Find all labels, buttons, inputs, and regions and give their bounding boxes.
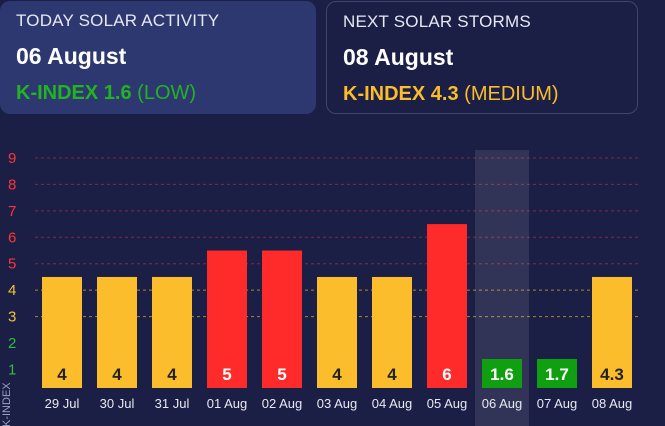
y-tick-label: 1 xyxy=(8,361,16,378)
y-tick-label: 5 xyxy=(8,256,16,273)
y-tick-label: 9 xyxy=(8,150,16,167)
y-tick-label: 8 xyxy=(8,176,16,193)
x-tick-label: 07 Aug xyxy=(537,396,578,411)
bar-value-label: 5 xyxy=(222,365,231,384)
bar-29-jul[interactable] xyxy=(42,276,82,388)
bar-08-aug[interactable] xyxy=(592,276,632,388)
today-heading: TODAY SOLAR ACTIVITY xyxy=(16,11,220,30)
y-tick-label: 7 xyxy=(8,203,16,220)
y-tick-label: 6 xyxy=(8,229,16,246)
kindex-bar-chart: 1 2 3 4 5 6 7 8 9 K-INDEX 4 29 Jul 4 30 Jul 4 31 Jul 5 01… xyxy=(1,150,640,426)
next-storms-card: NEXT SOLAR STORMS 08 August K-INDEX 4.3 … xyxy=(326,1,638,114)
bar-05-aug[interactable] xyxy=(427,224,467,388)
bar-value-label: 1.6 xyxy=(490,365,514,384)
bar-value-label: 4.3 xyxy=(600,365,624,384)
x-tick-label: 02 Aug xyxy=(262,396,303,411)
x-tick-label: 08 Aug xyxy=(592,396,633,411)
bar-06-aug[interactable] xyxy=(482,359,522,388)
y-axis-title: K-INDEX xyxy=(1,382,13,426)
x-tick-label: 05 Aug xyxy=(427,396,468,411)
bar-value-label: 5 xyxy=(277,365,286,384)
bar-03-aug[interactable] xyxy=(317,276,357,388)
x-tick-label: 01 Aug xyxy=(207,396,248,411)
bar-value-label: 4 xyxy=(387,365,397,384)
today-kindex-value: K-INDEX 1.6 xyxy=(16,82,132,104)
y-tick-label: 4 xyxy=(8,282,16,299)
bar-value-label: 1.7 xyxy=(545,365,569,384)
next-kindex-level: (MEDIUM) xyxy=(464,83,559,105)
bar-value-label: 4 xyxy=(112,365,122,384)
x-tick-label: 30 Jul xyxy=(100,396,135,411)
x-tick-label: 31 Jul xyxy=(155,396,190,411)
x-tick-label: 03 Aug xyxy=(317,396,358,411)
next-heading: NEXT SOLAR STORMS xyxy=(343,12,531,31)
next-kindex: K-INDEX 4.3 (MEDIUM) xyxy=(343,83,621,106)
today-kindex-level: (LOW) xyxy=(137,82,197,104)
bar-30-jul[interactable] xyxy=(97,276,137,388)
bar-01-aug[interactable] xyxy=(207,250,247,388)
bar-07-aug[interactable] xyxy=(537,359,577,388)
bar-value-label: 4 xyxy=(167,365,177,384)
x-tick-label: 29 Jul xyxy=(45,396,80,411)
x-tick-label: 06 Aug xyxy=(482,396,523,411)
y-tick-label: 3 xyxy=(8,309,16,326)
next-kindex-value: K-INDEX 4.3 xyxy=(343,83,459,105)
today-date: 06 August xyxy=(16,43,127,69)
bar-31-jul[interactable] xyxy=(152,276,192,388)
bar-value-label: 4 xyxy=(57,365,67,384)
bar-value-label: 4 xyxy=(332,365,342,384)
x-tick-label: 04 Aug xyxy=(372,396,413,411)
y-tick-label: 2 xyxy=(8,335,16,352)
bar-value-label: 6 xyxy=(442,365,451,384)
today-activity-card: TODAY SOLAR ACTIVITY 06 August K-INDEX 1… xyxy=(0,1,316,114)
next-date: 08 August xyxy=(343,44,454,70)
today-kindex: K-INDEX 1.6 (LOW) xyxy=(16,82,300,105)
bar-04-aug[interactable] xyxy=(372,276,412,388)
bar-02-aug[interactable] xyxy=(262,250,302,388)
